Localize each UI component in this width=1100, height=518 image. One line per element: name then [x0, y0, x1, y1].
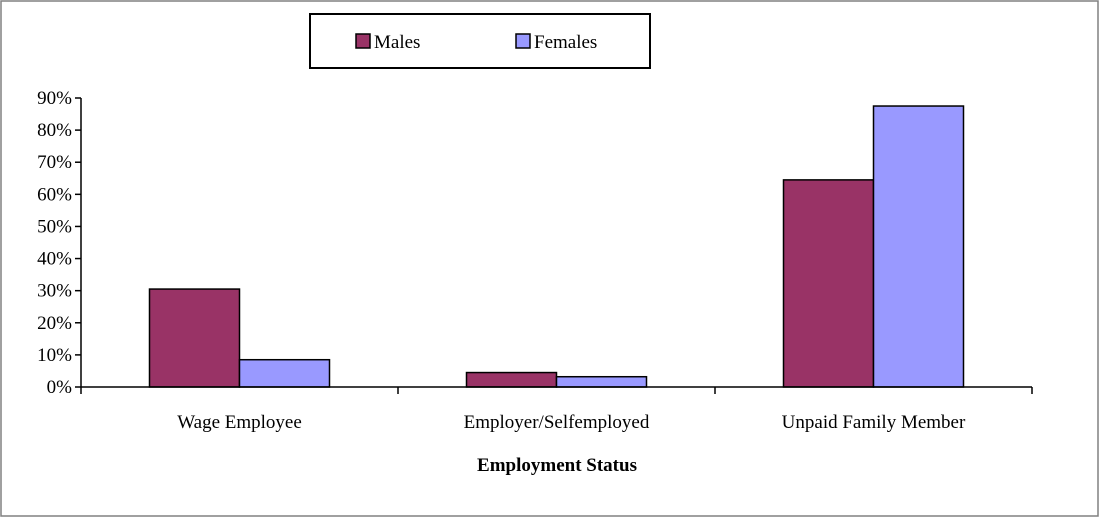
bar-females-wage-employee [238, 358, 331, 388]
x-tick-label-unpaid-family-member: Unpaid Family Member [782, 412, 966, 433]
y-tick-label: 10% [37, 345, 72, 366]
bars-group [148, 105, 965, 388]
legend-label-males: Males [374, 32, 420, 53]
y-tick-label: 0% [47, 377, 73, 398]
y-tick-label: 20% [37, 313, 72, 334]
x-axis-title: Employment Status [477, 455, 637, 476]
y-tick-label: 50% [37, 216, 72, 237]
x-tick-label-wage-employee: Wage Employee [177, 412, 302, 433]
legend: Males Females [309, 13, 651, 69]
y-tick-label: 90% [37, 88, 72, 109]
bar-females-employer-selfemployed [555, 375, 648, 388]
y-tick-label: 70% [37, 152, 72, 173]
x-axis: Wage Employee Employer/Selfemployed Unpaid… [80, 386, 1033, 433]
legend-swatch-females [515, 33, 531, 49]
y-tick-label: 40% [37, 249, 72, 270]
bar-males-wage-employee [148, 288, 241, 388]
y-axis: 0% 10% 20% 30% 40% 50% 60% 70% 80% 90% [37, 88, 82, 398]
legend-label-females: Females [534, 32, 597, 53]
x-tick-label-employer-selfemployed: Employer/Selfemployed [464, 412, 650, 433]
bar-males-employer-selfemployed [465, 371, 558, 388]
y-tick-label: 60% [37, 184, 72, 205]
bar-males-unpaid-family-member [782, 179, 875, 388]
legend-swatch-males [355, 33, 371, 49]
y-tick-label: 80% [37, 120, 72, 141]
y-tick-label: 30% [37, 281, 72, 302]
bar-females-unpaid-family-member [872, 105, 965, 388]
